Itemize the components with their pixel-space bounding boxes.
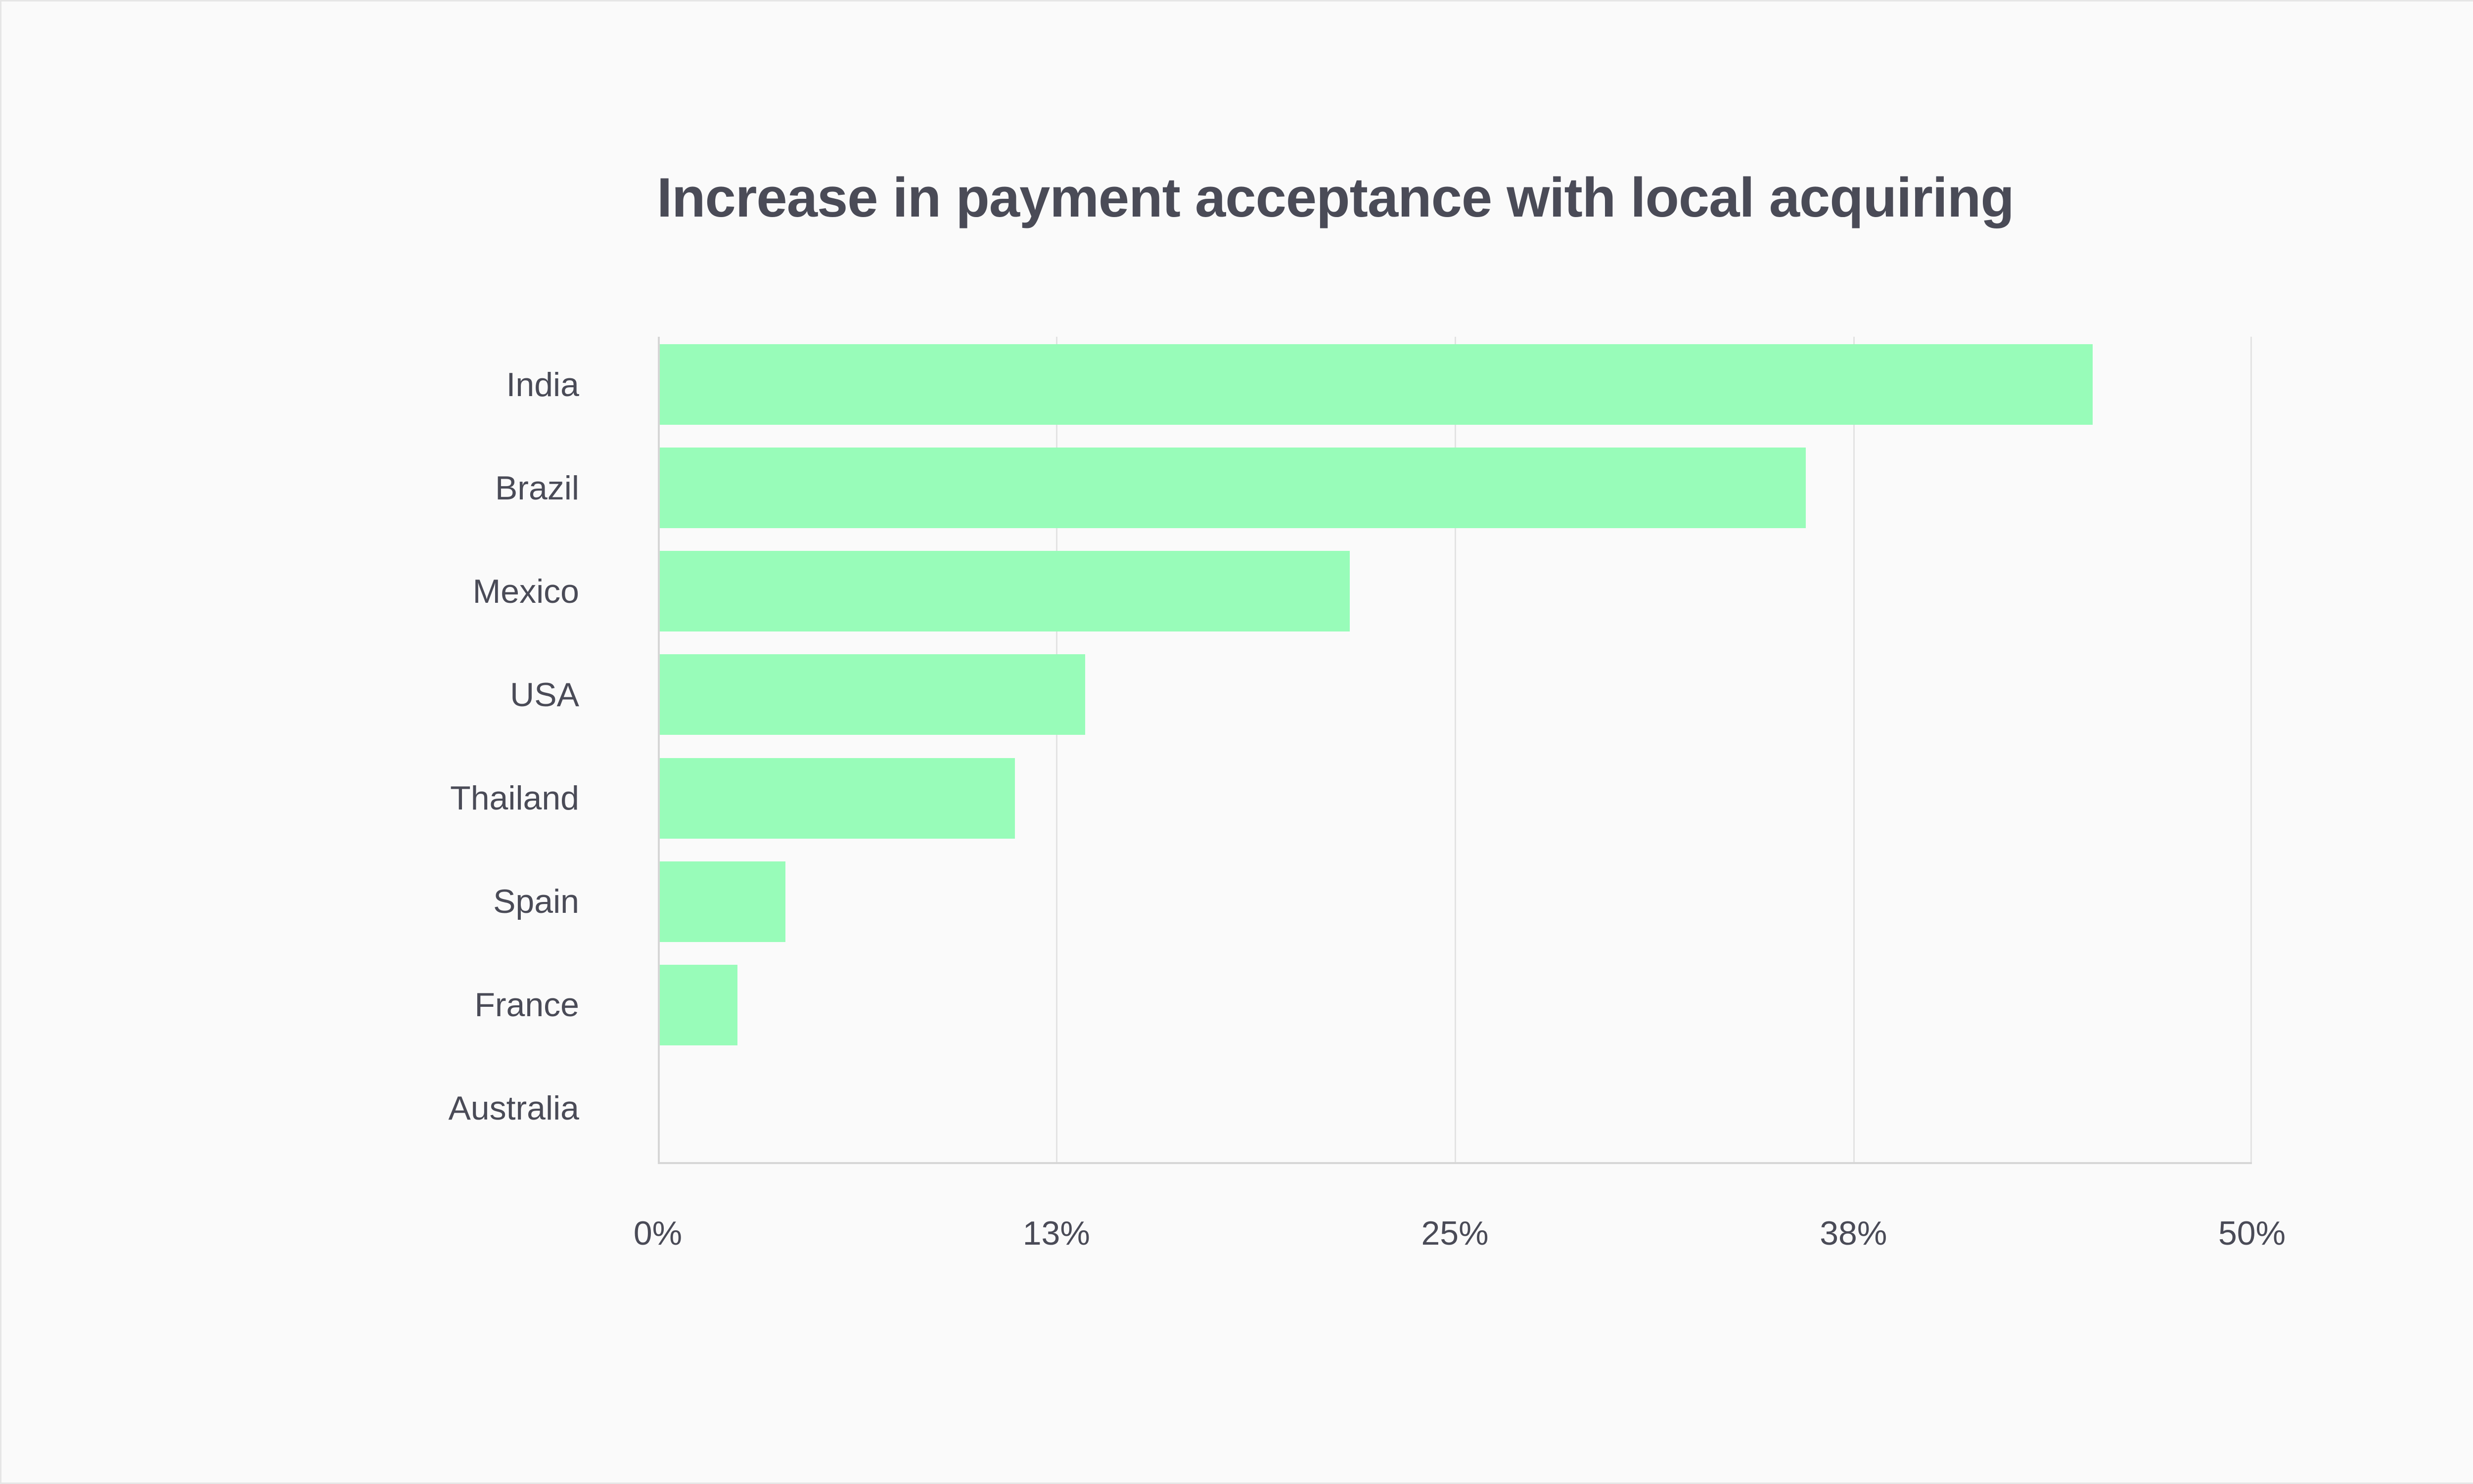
x-tick-1: 13% — [1022, 1214, 1090, 1252]
plot-area — [658, 337, 2252, 1164]
y-label-france: France — [474, 986, 579, 1024]
y-label-brazil: Brazil — [495, 469, 579, 507]
y-axis-line — [658, 337, 660, 1164]
y-label-spain: Spain — [493, 883, 579, 921]
y-label-australia: Australia — [448, 1089, 579, 1127]
bar-thailand — [658, 758, 1015, 839]
y-label-mexico: Mexico — [472, 572, 579, 610]
x-tick-0: 0% — [633, 1214, 683, 1252]
x-tick-4: 50% — [2218, 1214, 2286, 1252]
gridline — [1853, 337, 1855, 1164]
gridline — [1455, 337, 1456, 1164]
bar-usa — [658, 654, 1085, 735]
chart-title: Increase in payment acceptance with loca… — [657, 167, 2015, 228]
x-tick-2: 25% — [1421, 1214, 1489, 1252]
bar-india — [658, 344, 2093, 425]
bar-brazil — [658, 448, 1806, 529]
y-label-india: India — [506, 365, 579, 404]
x-tick-3: 38% — [1820, 1214, 1887, 1252]
gridline — [2250, 337, 2252, 1164]
bar-spain — [658, 861, 785, 942]
bar-france — [658, 964, 738, 1045]
y-label-usa: USA — [510, 675, 579, 714]
x-axis-line — [658, 1162, 2252, 1164]
bar-mexico — [658, 551, 1350, 632]
gridline — [1056, 337, 1057, 1164]
y-label-thailand: Thailand — [450, 779, 579, 817]
